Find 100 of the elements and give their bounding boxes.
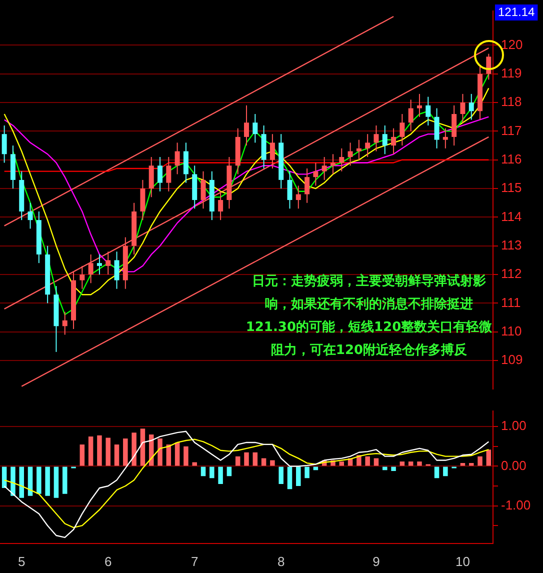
bar xyxy=(235,456,240,466)
candlestick xyxy=(62,311,68,336)
y-tick-label: 118 xyxy=(501,94,522,110)
candlestick xyxy=(148,156,154,198)
bar xyxy=(200,466,206,476)
candlestick xyxy=(356,139,362,160)
y-tick-label: 109 xyxy=(501,352,523,368)
bar xyxy=(287,466,292,490)
candlestick xyxy=(218,190,224,221)
candlestick xyxy=(348,142,353,166)
y-tick-label: 120 xyxy=(501,36,523,52)
candlestick xyxy=(416,93,422,118)
y-tick-label: 112 xyxy=(501,266,522,282)
y-tick-label: 111 xyxy=(501,294,521,310)
bar xyxy=(192,462,197,466)
bar xyxy=(417,461,422,466)
candlestick xyxy=(287,170,292,210)
y-tick-label: 113 xyxy=(501,237,522,252)
bar xyxy=(2,466,7,488)
bar xyxy=(106,438,110,466)
candlestick xyxy=(468,93,474,120)
bar xyxy=(97,435,102,466)
candlestick xyxy=(80,265,85,290)
candlestick xyxy=(322,156,327,180)
bar xyxy=(443,466,448,476)
bar xyxy=(391,466,396,471)
bar xyxy=(28,466,33,496)
x-tick-label: 8 xyxy=(277,554,285,569)
bar xyxy=(36,466,42,494)
bar xyxy=(45,466,50,496)
candlestick xyxy=(96,254,102,276)
candlestick xyxy=(183,142,188,184)
x-tick-label: 7 xyxy=(190,554,198,569)
candlestick xyxy=(452,104,457,146)
bar xyxy=(62,466,68,494)
candlestick xyxy=(426,96,431,126)
bar xyxy=(19,466,24,498)
bar xyxy=(174,442,180,466)
candlestick xyxy=(374,124,379,152)
candlestick xyxy=(442,128,448,149)
y-tick-label: 114 xyxy=(501,208,522,224)
bar xyxy=(278,466,284,484)
annotation: 日元：走势疲弱，主要受朝鲜导弹试射影响，如果还有不利的消息不排除挺进121.30的可能，短线120整数关口有轻微阻力，可在120附近轻仓作多搏反 xyxy=(244,272,494,360)
candlestick xyxy=(244,104,249,146)
bar xyxy=(158,438,162,466)
x-tick-label: 10 xyxy=(455,554,470,569)
bar xyxy=(123,438,128,466)
x-tick-label: 5 xyxy=(18,554,26,569)
bar xyxy=(54,466,59,498)
candlestick xyxy=(174,142,180,175)
y-tick-label: 1.00 xyxy=(501,418,526,434)
y-tick-label: 110 xyxy=(501,323,522,338)
bar xyxy=(10,466,16,496)
bar xyxy=(469,463,474,466)
bar xyxy=(296,466,301,486)
bar xyxy=(140,428,146,466)
candlestick xyxy=(140,179,146,221)
bar xyxy=(478,456,482,466)
bar xyxy=(184,446,188,466)
y-tick-label: 119 xyxy=(501,65,522,80)
bar xyxy=(313,466,318,470)
candlestick xyxy=(200,170,206,210)
y-tick-label: 0.00 xyxy=(501,458,526,473)
bar xyxy=(132,432,136,466)
bar xyxy=(226,466,232,476)
bar xyxy=(304,466,310,478)
y-tick-label: 115 xyxy=(501,180,522,196)
bar xyxy=(210,466,214,478)
bar xyxy=(114,444,120,466)
candlestick xyxy=(339,148,344,172)
candlestick xyxy=(114,251,120,290)
bar xyxy=(244,452,249,466)
bar xyxy=(218,466,223,484)
candlestick xyxy=(158,156,163,192)
y-tick-label: -1.00 xyxy=(501,497,531,512)
y-tick-label: 117 xyxy=(501,122,522,138)
y-tick-label: 116 xyxy=(501,151,522,166)
candlestick xyxy=(391,128,396,155)
candlestick xyxy=(296,185,301,210)
candlestick xyxy=(252,114,258,144)
candlestick xyxy=(400,114,405,146)
candlestick xyxy=(304,168,310,204)
candlestick xyxy=(270,134,275,169)
bar xyxy=(434,466,440,478)
bar xyxy=(486,450,492,466)
x-tick-label: 9 xyxy=(372,554,380,569)
x-tick-label: 6 xyxy=(104,554,112,569)
candlestick xyxy=(313,162,318,186)
candlestick xyxy=(88,254,94,284)
bar xyxy=(252,452,258,466)
candlestick xyxy=(166,156,172,192)
bar xyxy=(270,460,275,466)
candlestick xyxy=(460,93,466,124)
candlestick xyxy=(106,251,111,276)
bar xyxy=(88,436,94,466)
candlestick xyxy=(28,202,33,230)
bar xyxy=(365,456,370,466)
annotation: 121.14 xyxy=(498,4,536,19)
candlestick xyxy=(2,124,7,164)
candlestick xyxy=(330,154,336,175)
